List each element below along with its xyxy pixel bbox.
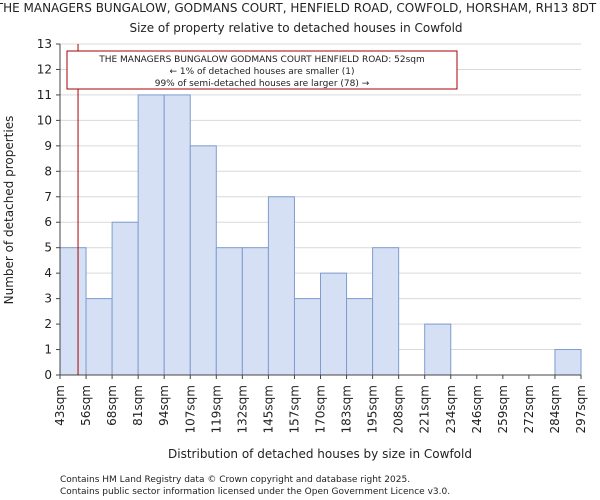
y-tick-label: 12: [37, 62, 52, 76]
x-tick-label: 56sqm: [79, 385, 93, 426]
x-tick-label: 68sqm: [105, 385, 119, 426]
x-axis-label: Distribution of detached houses by size …: [168, 447, 472, 461]
x-tick-label: 272sqm: [522, 385, 536, 433]
y-tick-label: 9: [44, 139, 52, 153]
bar: [346, 298, 374, 376]
bar: [424, 323, 452, 376]
annotation-box: THE MANAGERS BUNGALOW GODMANS COURT HENF…: [66, 50, 458, 90]
chart-title-line2: Size of property relative to detached ho…: [129, 21, 462, 35]
y-tick-label: 11: [37, 88, 52, 102]
x-tick-label: 297sqm: [574, 385, 588, 433]
bar: [554, 349, 582, 376]
bar: [137, 94, 165, 376]
bar: [241, 247, 269, 376]
y-tick-label: 8: [44, 164, 52, 178]
x-tick-label: 107sqm: [183, 385, 197, 433]
x-tick-label: 259sqm: [496, 385, 510, 433]
bar: [85, 298, 113, 376]
footer-line1: Contains HM Land Registry data © Crown c…: [60, 475, 410, 485]
bar: [215, 247, 243, 376]
annotation-line2: ← 1% of detached houses are smaller (1): [169, 67, 354, 77]
x-tick-label: 43sqm: [53, 385, 67, 426]
x-tick-label: 132sqm: [235, 385, 249, 433]
x-tick-label: 195sqm: [366, 385, 380, 433]
bar: [163, 94, 191, 376]
bar: [59, 247, 87, 376]
x-tick-label: 234sqm: [444, 385, 458, 433]
footer-line2: Contains public sector information licen…: [60, 487, 450, 497]
x-tick-label: 284sqm: [548, 385, 562, 433]
x-ticks: 43sqm 56sqm 68sqm 81sqm 94sqm 107sqm 119sqm 132…: [53, 375, 588, 433]
x-tick-label: 119sqm: [209, 385, 223, 433]
bar: [320, 272, 348, 376]
x-tick-label: 81sqm: [131, 385, 145, 426]
y-axis-label: Number of detached properties: [2, 116, 16, 305]
bar: [267, 196, 295, 376]
y-tick-label: 6: [44, 215, 52, 229]
bar: [293, 298, 322, 376]
bar: [189, 145, 217, 376]
annotation-line1: THE MANAGERS BUNGALOW GODMANS COURT HENF…: [98, 55, 425, 65]
bars: [59, 94, 582, 376]
x-tick-label: 208sqm: [392, 385, 406, 433]
x-tick-label: 221sqm: [418, 385, 432, 433]
chart-title-line1: THE MANAGERS BUNGALOW, GODMANS COURT, HE…: [0, 1, 597, 15]
bar: [111, 221, 139, 376]
annotation-line3: 99% of semi-detached houses are larger (…: [155, 79, 370, 89]
x-tick-label: 145sqm: [261, 385, 275, 433]
y-tick-label: 0: [44, 368, 52, 382]
x-tick-label: 170sqm: [314, 385, 328, 433]
y-tick-label: 10: [37, 113, 52, 127]
y-tick-label: 7: [44, 190, 52, 204]
x-tick-label: 157sqm: [287, 385, 301, 433]
y-tick-label: 4: [44, 266, 52, 280]
x-tick-label: 183sqm: [340, 385, 354, 433]
x-tick-label: 246sqm: [470, 385, 484, 433]
x-tick-label: 94sqm: [157, 385, 171, 426]
y-tick-label: 3: [44, 292, 52, 306]
y-tick-label: 13: [37, 37, 52, 51]
y-tick-label: 1: [44, 343, 52, 357]
bar: [372, 247, 400, 376]
y-tick-label: 5: [44, 241, 52, 255]
y-tick-label: 2: [44, 317, 52, 331]
